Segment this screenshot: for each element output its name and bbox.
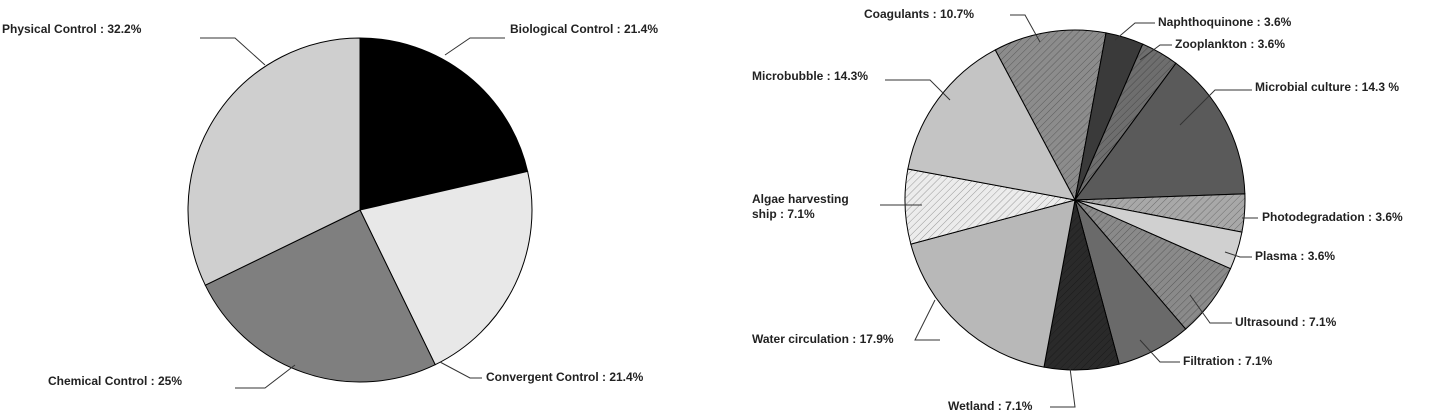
pie-slice bbox=[359, 37, 529, 211]
pie-slice bbox=[907, 49, 1076, 201]
slice-label: Chemical Control : 25% bbox=[48, 374, 182, 388]
slice-label: Wetland : 7.1% bbox=[948, 399, 1033, 413]
slice-hatch bbox=[1075, 193, 1245, 233]
slice-hatch bbox=[1043, 200, 1120, 370]
leader-line bbox=[200, 37, 266, 66]
pie-slice bbox=[204, 209, 436, 383]
leader-line bbox=[439, 361, 482, 379]
leader-line bbox=[1050, 367, 1076, 408]
slice-label: Filtration : 7.1% bbox=[1183, 354, 1273, 368]
leader-line bbox=[1139, 44, 1172, 61]
slice-hatch bbox=[905, 168, 1075, 245]
leader-line bbox=[885, 79, 951, 101]
pie-slice bbox=[1073, 62, 1246, 201]
leader-line bbox=[444, 37, 505, 56]
leader-line bbox=[1189, 294, 1232, 324]
leader-line bbox=[1139, 339, 1180, 363]
leader-line bbox=[914, 299, 940, 341]
slice-label: Microbubble : 14.3% bbox=[752, 69, 868, 83]
slice-label: Microbial culture : 14.3 % bbox=[1255, 80, 1399, 94]
slice-label: Coagulants : 10.7% bbox=[864, 7, 974, 21]
slice-hatch bbox=[995, 30, 1107, 201]
slice-hatch bbox=[1075, 44, 1176, 200]
slice-label: Algae harvesting ship : 7.1% bbox=[752, 192, 849, 221]
slice-label: Water circulation : 17.9% bbox=[752, 332, 894, 346]
slice-label: Plasma : 3.6% bbox=[1255, 249, 1335, 263]
slice-label: Biological Control : 21.4% bbox=[510, 22, 658, 36]
slice-label: Physical Control : 32.2% bbox=[2, 22, 142, 36]
pie-slice bbox=[910, 199, 1076, 368]
pie-slice bbox=[187, 37, 361, 286]
slice-label: Ultrasound : 7.1% bbox=[1235, 315, 1337, 329]
leader-line bbox=[235, 364, 296, 389]
pie-slice bbox=[359, 170, 533, 366]
slice-label: Photodegradation : 3.6% bbox=[1262, 210, 1403, 224]
leader-line bbox=[1114, 22, 1155, 41]
leader-line bbox=[1224, 251, 1252, 258]
slice-label: Naphthoquinone : 3.6% bbox=[1158, 15, 1292, 29]
leader-line bbox=[1179, 89, 1252, 126]
leader-line bbox=[1010, 14, 1041, 43]
slice-label: Zooplankton : 3.6% bbox=[1175, 37, 1285, 51]
slice-label: Convergent Control : 21.4% bbox=[486, 370, 644, 384]
